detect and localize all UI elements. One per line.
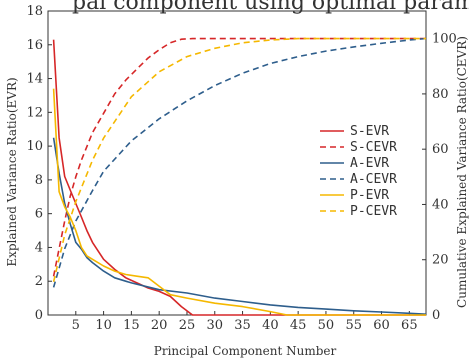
y-tick-label: 10	[26, 139, 43, 154]
y2-tick-label: 60	[432, 142, 449, 157]
series-layer	[52, 37, 427, 316]
y-tick-label: 8	[35, 173, 43, 188]
x-tick-label: 50	[318, 318, 335, 333]
y-tick-label: 18	[26, 4, 43, 19]
y-tick-label: 0	[35, 308, 43, 323]
series-line-s-cevr	[52, 37, 426, 277]
series-line-s-evr	[52, 39, 426, 316]
x-tick-label: 25	[179, 318, 196, 333]
x-tick-label: 5	[72, 318, 80, 333]
legend-label-s-cevr: S-CEVR	[350, 140, 397, 155]
x-tick-label: 60	[373, 318, 390, 333]
legend-label-a-evr: A-EVR	[350, 156, 389, 171]
y2-tick-label: 40	[432, 197, 449, 212]
y-tick-label: 2	[35, 274, 43, 289]
y-tick-label: 4	[35, 240, 43, 255]
y2-tick-label: 20	[432, 253, 449, 268]
x-tick-label: 65	[401, 318, 418, 333]
x-tick-label: 40	[262, 318, 279, 333]
x-tick-label: 45	[290, 318, 307, 333]
y2-tick-label: 80	[432, 87, 449, 102]
legend-label-p-evr: P-EVR	[350, 188, 389, 203]
y-tick-label: 16	[26, 38, 43, 53]
series-line-p-cevr	[52, 37, 426, 282]
series-line-a-cevr	[52, 37, 427, 288]
legend-label-p-cevr: P-CEVR	[350, 204, 397, 219]
x-tick-label: 20	[151, 318, 168, 333]
x-tick-label: 30	[206, 318, 223, 333]
x-tick-label: 10	[95, 318, 112, 333]
x-tick-label: 35	[234, 318, 251, 333]
y2-tick-label: 100	[432, 32, 457, 47]
x-tick-label: 55	[345, 318, 362, 333]
series-line-p-evr	[52, 88, 426, 316]
y2-tick-label: 0	[432, 308, 440, 323]
x-axis-label: Principal Component Number	[154, 344, 337, 358]
y2-axis-label: Cumulative Explained Variance Ratio(CEVR…	[455, 36, 469, 308]
y-axis-label: Explained Variance Ratio(EVR)	[5, 77, 19, 266]
chart-title: pal component using optimal parameters	[72, 0, 469, 15]
y-tick-label: 6	[35, 207, 43, 222]
x-tick-label: 15	[123, 318, 140, 333]
legend-label-a-cevr: A-CEVR	[350, 172, 397, 187]
y-tick-label: 12	[26, 105, 43, 120]
y-tick-label: 14	[26, 72, 43, 87]
axes: 5 10 15 20 25 30 35 40 45 50 55 60 65 0 2 4 6 8 10 12 14 16 18…	[26, 4, 456, 333]
legend-label-s-evr: S-EVR	[350, 124, 389, 139]
series-line-a-evr	[52, 137, 427, 315]
